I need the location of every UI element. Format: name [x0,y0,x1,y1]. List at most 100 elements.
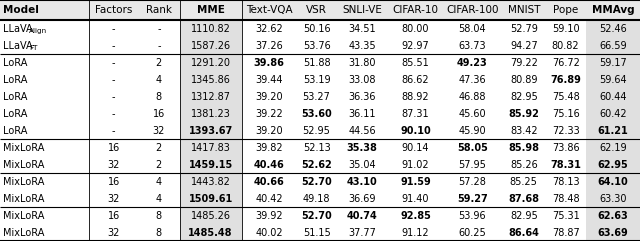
Text: LoRA: LoRA [3,109,28,119]
Text: 76.72: 76.72 [552,58,580,68]
Text: 85.25: 85.25 [510,177,538,187]
Text: 53.96: 53.96 [459,211,486,221]
Text: 62.19: 62.19 [599,143,627,153]
Text: 79.22: 79.22 [510,58,538,68]
Text: 88.92: 88.92 [402,92,429,102]
Text: 63.73: 63.73 [459,41,486,51]
Text: 60.42: 60.42 [599,109,627,119]
Text: 39.82: 39.82 [255,143,283,153]
Text: CIFAR-10: CIFAR-10 [392,5,438,15]
Text: 60.25: 60.25 [459,228,486,238]
Text: SNLI-VE: SNLI-VE [342,5,382,15]
Text: 76.89: 76.89 [550,75,581,85]
Text: 53.76: 53.76 [303,41,330,51]
Text: 32: 32 [108,160,120,170]
Bar [180,0,241,241]
Text: 34.51: 34.51 [348,24,376,34]
Text: 86.64: 86.64 [508,228,540,238]
Text: 36.36: 36.36 [349,92,376,102]
Text: MNIST: MNIST [508,5,540,15]
Text: 78.31: 78.31 [550,160,581,170]
Text: 53.27: 53.27 [303,92,330,102]
Text: 32: 32 [153,126,165,136]
Text: 1312.87: 1312.87 [191,92,230,102]
Text: 85.51: 85.51 [401,58,429,68]
Text: 85.98: 85.98 [508,143,540,153]
Text: Align: Align [29,27,47,33]
Bar [586,0,640,241]
Text: 49.18: 49.18 [303,194,330,204]
Text: 78.87: 78.87 [552,228,580,238]
Text: 39.44: 39.44 [255,75,283,85]
Text: 85.26: 85.26 [510,160,538,170]
Text: 1345.86: 1345.86 [191,75,230,85]
Text: 90.10: 90.10 [400,126,431,136]
Text: Factors: Factors [95,5,132,15]
Text: 2: 2 [156,160,162,170]
Text: Text-VQA: Text-VQA [246,5,292,15]
Text: 86.62: 86.62 [402,75,429,85]
Text: 32: 32 [108,194,120,204]
Text: 59.17: 59.17 [599,58,627,68]
Text: 32.62: 32.62 [255,24,283,34]
Text: 80.89: 80.89 [510,75,538,85]
Text: MixLoRA: MixLoRA [3,160,45,170]
Text: 16: 16 [108,177,120,187]
Text: -: - [157,24,161,34]
Text: 63.30: 63.30 [599,194,627,204]
Text: 37.26: 37.26 [255,41,283,51]
Text: 66.59: 66.59 [599,41,627,51]
Text: LLaVA: LLaVA [3,24,33,34]
Text: -: - [157,41,161,51]
Text: 53.19: 53.19 [303,75,330,85]
Text: 39.22: 39.22 [255,109,283,119]
Text: 1110.82: 1110.82 [191,24,230,34]
Text: 50.16: 50.16 [303,24,330,34]
Text: 40.02: 40.02 [255,228,283,238]
Text: 59.27: 59.27 [457,194,488,204]
Text: MME: MME [196,5,225,15]
Text: 1485.26: 1485.26 [191,211,230,221]
Text: 62.63: 62.63 [598,211,628,221]
Text: 35.38: 35.38 [347,143,378,153]
Text: 90.14: 90.14 [402,143,429,153]
Text: 36.11: 36.11 [349,109,376,119]
Text: -: - [112,109,115,119]
Text: 83.42: 83.42 [510,126,538,136]
Text: 1381.23: 1381.23 [191,109,230,119]
Text: MixLoRA: MixLoRA [3,143,45,153]
Text: 16: 16 [153,109,165,119]
Text: 52.46: 52.46 [599,24,627,34]
Text: 4: 4 [156,177,162,187]
Text: 39.20: 39.20 [255,92,283,102]
Text: 61.21: 61.21 [598,126,628,136]
Text: 2: 2 [156,143,162,153]
Text: 46.88: 46.88 [459,92,486,102]
Text: Model: Model [3,5,39,15]
Text: 52.79: 52.79 [510,24,538,34]
Text: 51.15: 51.15 [303,228,330,238]
Text: 40.42: 40.42 [255,194,283,204]
Text: 72.33: 72.33 [552,126,580,136]
Text: 59.10: 59.10 [552,24,579,34]
Text: 16: 16 [108,211,120,221]
Text: LoRA: LoRA [3,58,28,68]
Text: 64.10: 64.10 [598,177,628,187]
Text: 52.62: 52.62 [301,160,332,170]
Text: 85.92: 85.92 [508,109,540,119]
Text: 1485.48: 1485.48 [188,228,233,238]
Text: 40.74: 40.74 [347,211,378,221]
Text: 45.60: 45.60 [459,109,486,119]
Text: Rank: Rank [146,5,172,15]
Text: 91.02: 91.02 [402,160,429,170]
Bar [0,0,640,20]
Text: 91.59: 91.59 [400,177,431,187]
Text: 91.40: 91.40 [402,194,429,204]
Text: 8: 8 [156,228,162,238]
Text: 33.08: 33.08 [349,75,376,85]
Text: -: - [112,41,115,51]
Text: 35.04: 35.04 [348,160,376,170]
Text: LoRA: LoRA [3,75,28,85]
Text: MixLoRA: MixLoRA [3,228,45,238]
Text: 91.12: 91.12 [402,228,429,238]
